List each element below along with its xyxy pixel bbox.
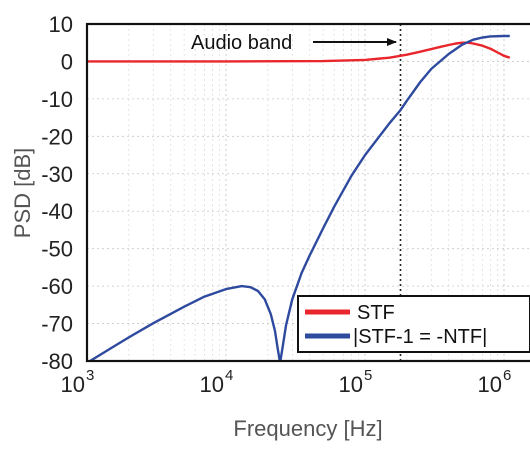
x-tick-exponent: 6: [503, 367, 511, 384]
y-tick-label: -50: [41, 237, 73, 262]
y-tick-label: -60: [41, 274, 73, 299]
x-tick-label: 10 3: [61, 367, 95, 397]
x-tick-exponent: 3: [86, 367, 94, 384]
y-tick-label: -30: [41, 162, 73, 187]
series-layer: [87, 34, 511, 361]
y-tick-label: -40: [41, 199, 73, 224]
x-tick-exponent: 5: [364, 367, 372, 384]
series-line-1: [87, 34, 510, 361]
x-tick-label: 10 6: [478, 367, 512, 397]
audio-band-annotation: Audio band: [191, 32, 397, 54]
y-tick-labels: 10 0 -10 -20 -30 -40 -50 -60 -70 -80: [41, 12, 73, 374]
plot-frame: [85, 22, 530, 363]
x-tick-base: 10: [339, 372, 363, 397]
y-axis-label: PSD [dB]: [10, 148, 35, 238]
y-tick-label: 10: [49, 12, 73, 37]
legend: STF |STF-1 = -NTF|: [297, 295, 530, 353]
y-tick-label: -20: [41, 124, 73, 149]
legend-label-stf: STF: [357, 302, 395, 324]
y-tick-label: 0: [61, 49, 73, 74]
x-tick-base: 10: [478, 372, 502, 397]
x-tick-label: 10 5: [339, 367, 373, 397]
legend-box: [297, 295, 530, 353]
x-tick-exponent: 4: [225, 367, 233, 384]
y-tick-label: -70: [41, 312, 73, 337]
x-tick-labels: 10 3 10 4 10 5 10 6: [61, 367, 512, 397]
legend-label-ntf: |STF-1 = -NTF|: [353, 326, 487, 348]
audio-band-label: Audio band: [191, 32, 292, 54]
y-tick-label: -80: [41, 349, 73, 374]
x-axis-label: Frequency [Hz]: [233, 416, 382, 441]
x-tick-base: 10: [61, 372, 85, 397]
series-line-0: [87, 41, 511, 63]
y-tick-label: -10: [41, 87, 73, 112]
x-tick-label: 10 4: [200, 367, 234, 397]
x-tick-base: 10: [200, 372, 224, 397]
